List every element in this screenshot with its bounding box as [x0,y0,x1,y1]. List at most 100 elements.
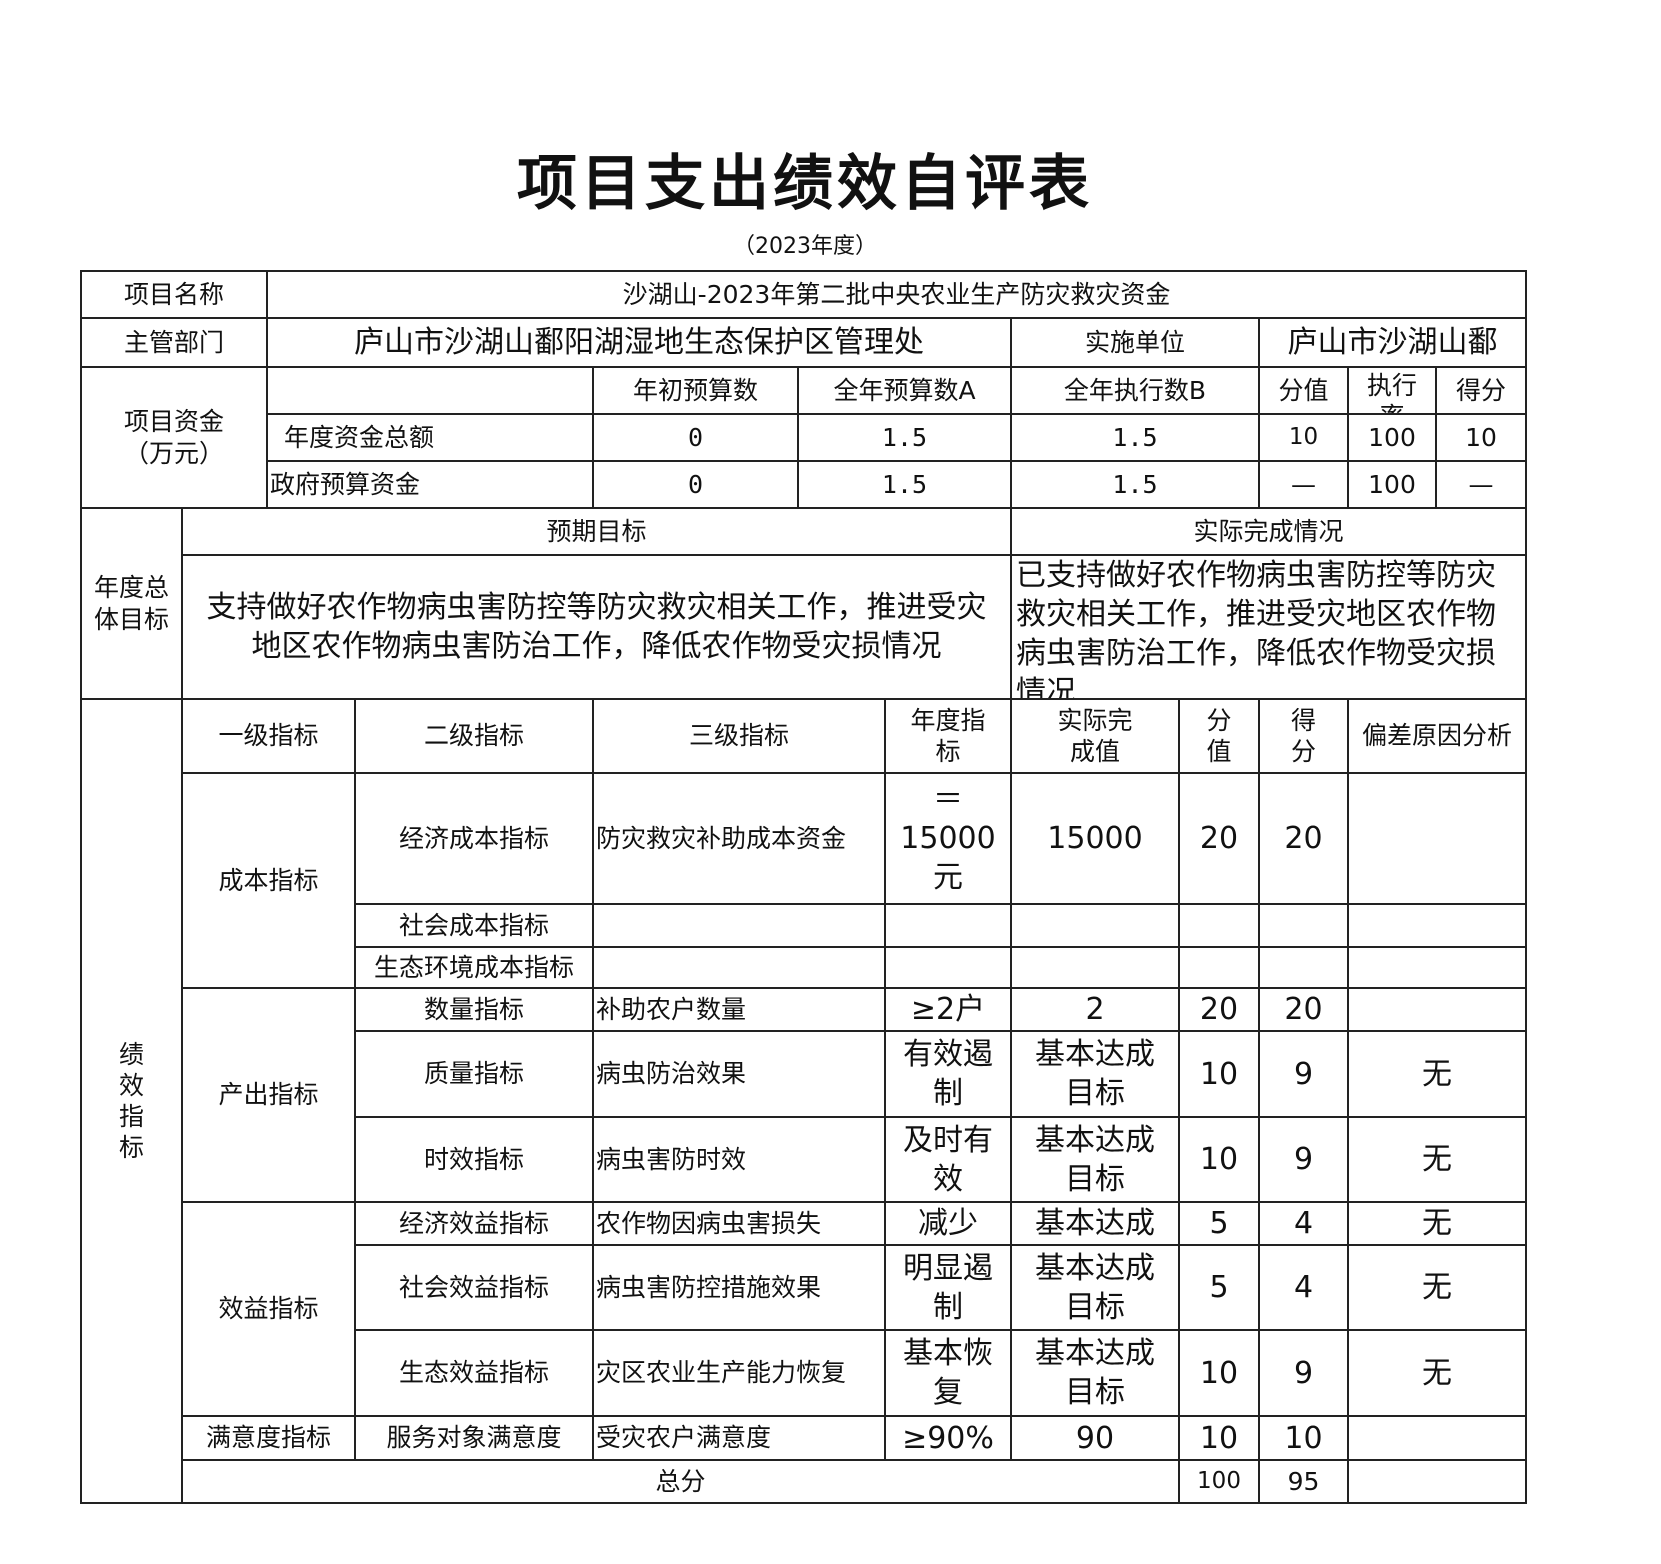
page-subtitle: （2023年度） [733,234,877,259]
funds-cell: 1.5 [1012,462,1260,509]
perf-cell-deviation [1349,989,1527,1032]
funds-header: 得分 [1437,368,1527,415]
perf-cell-score: 20 [1260,774,1349,905]
perf-cell-score: 20 [1260,989,1349,1032]
perf-cell-score: 4 [1260,1203,1349,1246]
perf-cell-score: 4 [1260,1246,1349,1331]
perf-cell-target: 减少 [886,1203,1012,1246]
perf-cell-actual: 15000 [1012,774,1180,905]
perf-cell-deviation [1349,905,1527,948]
perf-cell-score: 9 [1260,1331,1349,1417]
perf-cell-level3: 农作物因病虫害损失 [594,1203,886,1246]
perf-label: 绩效指标 [82,700,183,1504]
perf-cell-actual: 基本达成目标 [1012,1118,1180,1203]
perf-cell-target: 有效遏制 [886,1032,1012,1118]
perf-cell-level2: 社会效益指标 [356,1246,594,1331]
perf-cell-level2: 经济成本指标 [356,774,594,905]
goals-label: 年度总体目标 [82,509,183,700]
perf-cell-actual: 90 [1012,1417,1180,1461]
page-title: 项目支出绩效自评表 [517,149,1093,219]
perf-cell-level2: 生态环境成本指标 [356,948,594,989]
perf-header: 二级指标 [356,700,594,774]
expected-goal-text: 支持做好农作物病虫害防控等防灾救灾相关工作，推进受灾地区农作物病虫害防治工作，降… [183,556,1012,700]
perf-cell-score-value: 20 [1180,774,1260,905]
perf-cell-score: 9 [1260,1118,1349,1203]
perf-cell-deviation [1349,1417,1527,1461]
perf-header: 年度指标 [886,700,1012,774]
perf-header: 得分 [1260,700,1349,774]
perf-cell-deviation: 无 [1349,1246,1527,1331]
perf-cell-actual [1012,948,1180,989]
perf-cell-score-value: 5 [1180,1246,1260,1331]
perf-header: 分值 [1180,700,1260,774]
perf-cell-target: ≥90% [886,1417,1012,1461]
funds-cell: 10 [1260,415,1349,462]
perf-cell-level2: 数量指标 [356,989,594,1032]
perf-header: 三级指标 [594,700,886,774]
actual-goal-label: 实际完成情况 [1012,509,1527,556]
funds-header: 全年预算数A [799,368,1012,415]
expected-goal-label: 预期目标 [183,509,1012,556]
funds-cell: — [1437,462,1527,509]
perf-cell-score-value [1180,948,1260,989]
perf-cell-deviation [1349,948,1527,989]
perf-cell-level3: 补助农户数量 [594,989,886,1032]
funds-label: 项目资金（万元） [82,368,268,509]
perf-cell-target: 基本恢复 [886,1331,1012,1417]
perf-cell-score-value: 10 [1180,1032,1260,1118]
perf-cell-deviation: 无 [1349,1118,1527,1203]
perf-cell-target: ≥2户 [886,989,1012,1032]
perf-cell-level3: 灾区农业生产能力恢复 [594,1331,886,1417]
perf-cell-deviation: 无 [1349,1331,1527,1417]
funds-header: 全年执行数B [1012,368,1260,415]
perf-group: 效益指标 [183,1203,356,1417]
perf-group: 成本指标 [183,774,356,989]
funds-row-label: 政府预算资金 [268,462,594,509]
perf-group: 满意度指标 [183,1417,356,1461]
perf-cell-score: 9 [1260,1032,1349,1118]
perf-cell-level3: 病虫防治效果 [594,1032,886,1118]
perf-cell-score-value: 10 [1180,1331,1260,1417]
perf-cell-level2: 质量指标 [356,1032,594,1118]
dept-value: 庐山市沙湖山鄱阳湖湿地生态保护区管理处 [268,319,1012,368]
perf-cell-level2: 经济效益指标 [356,1203,594,1246]
perf-cell-level2: 生态效益指标 [356,1331,594,1417]
perf-cell-level3: 防灾救灾补助成本资金 [594,774,886,905]
perf-cell-score [1260,948,1349,989]
perf-cell-deviation: 无 [1349,1203,1527,1246]
funds-cell: 100 [1349,462,1437,509]
perf-cell-target: 及时有效 [886,1118,1012,1203]
perf-cell-level3: 受灾农户满意度 [594,1417,886,1461]
funds-cell: 100 [1349,415,1437,462]
total-label: 总分 [183,1461,1180,1504]
perf-cell-level2: 时效指标 [356,1118,594,1203]
perf-cell-score: 10 [1260,1417,1349,1461]
perf-header: 偏差原因分析 [1349,700,1527,774]
funds-header-blank [268,368,594,415]
perf-cell-level3 [594,948,886,989]
funds-cell: 0 [594,415,799,462]
project-name: 沙湖山-2023年第二批中央农业生产防灾救灾资金 [268,272,1527,319]
perf-cell-actual: 基本达成 [1012,1203,1180,1246]
unit-label: 实施单位 [1012,319,1260,368]
perf-cell-score-value [1180,905,1260,948]
perf-cell-score [1260,905,1349,948]
actual-goal-text: 已支持做好农作物病虫害防控等防灾救灾相关工作，推进受灾地区农作物病虫害防治工作，… [1012,556,1527,700]
total-score: 95 [1260,1461,1349,1504]
perf-cell-actual: 基本达成目标 [1012,1331,1180,1417]
perf-group: 产出指标 [183,989,356,1203]
funds-row-label: 年度资金总额 [268,415,594,462]
perf-header: 实际完成值 [1012,700,1180,774]
funds-cell: — [1260,462,1349,509]
perf-cell-level3 [594,905,886,948]
self-evaluation-table: 项目名称 沙湖山-2023年第二批中央农业生产防灾救灾资金 主管部门 庐山市沙湖… [80,270,1527,1504]
perf-cell-deviation: 无 [1349,1032,1527,1118]
perf-cell-level2: 服务对象满意度 [356,1417,594,1461]
funds-header: 年初预算数 [594,368,799,415]
funds-header: 执行率 [1349,368,1437,415]
total-blank [1349,1461,1527,1504]
funds-cell: 1.5 [1012,415,1260,462]
perf-cell-actual: 基本达成目标 [1012,1032,1180,1118]
perf-cell-target [886,948,1012,989]
funds-cell: 10 [1437,415,1527,462]
